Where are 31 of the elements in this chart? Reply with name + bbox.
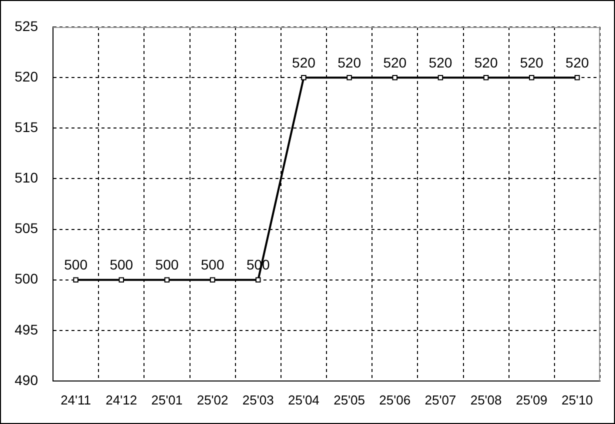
x-tick-label: 25'02	[196, 392, 228, 408]
data-label: 500	[155, 256, 179, 273]
x-tick-label: 25'05	[334, 392, 365, 408]
data-label: 520	[338, 54, 362, 70]
x-tick-label: 25'09	[516, 392, 548, 408]
y-tick-label: 515	[14, 119, 38, 135]
x-tick-label: 25'08	[470, 392, 502, 408]
data-label: 520	[383, 54, 407, 70]
data-label: 500	[64, 256, 88, 273]
y-tick-label: 500	[14, 270, 38, 287]
data-label: 520	[474, 54, 498, 70]
data-label: 520	[566, 54, 590, 70]
y-tick-label: 495	[14, 321, 38, 338]
y-tick-label: 505	[14, 220, 38, 236]
x-tick-label: 24'11	[60, 392, 92, 408]
y-tick-label: 510	[14, 170, 38, 186]
x-tick-label: 25'01	[151, 392, 183, 408]
x-tick-label: 25'06	[379, 392, 411, 408]
y-tick-label: 520	[14, 68, 38, 84]
y-tick-label: 525	[14, 18, 38, 34]
x-tick-label: 25'07	[424, 392, 456, 408]
x-tick-label: 25'03	[242, 392, 274, 408]
data-label: 500	[200, 256, 224, 273]
data-label: 520	[428, 54, 452, 70]
x-tick-label: 25'10	[562, 392, 593, 408]
data-label: 500	[110, 256, 134, 273]
x-tick-label: 24'12	[106, 392, 138, 408]
y-tick-label: 490	[14, 372, 38, 388]
data-label: 520	[292, 54, 316, 70]
x-tick-label: 25'04	[288, 392, 320, 408]
data-label: 520	[520, 54, 544, 70]
